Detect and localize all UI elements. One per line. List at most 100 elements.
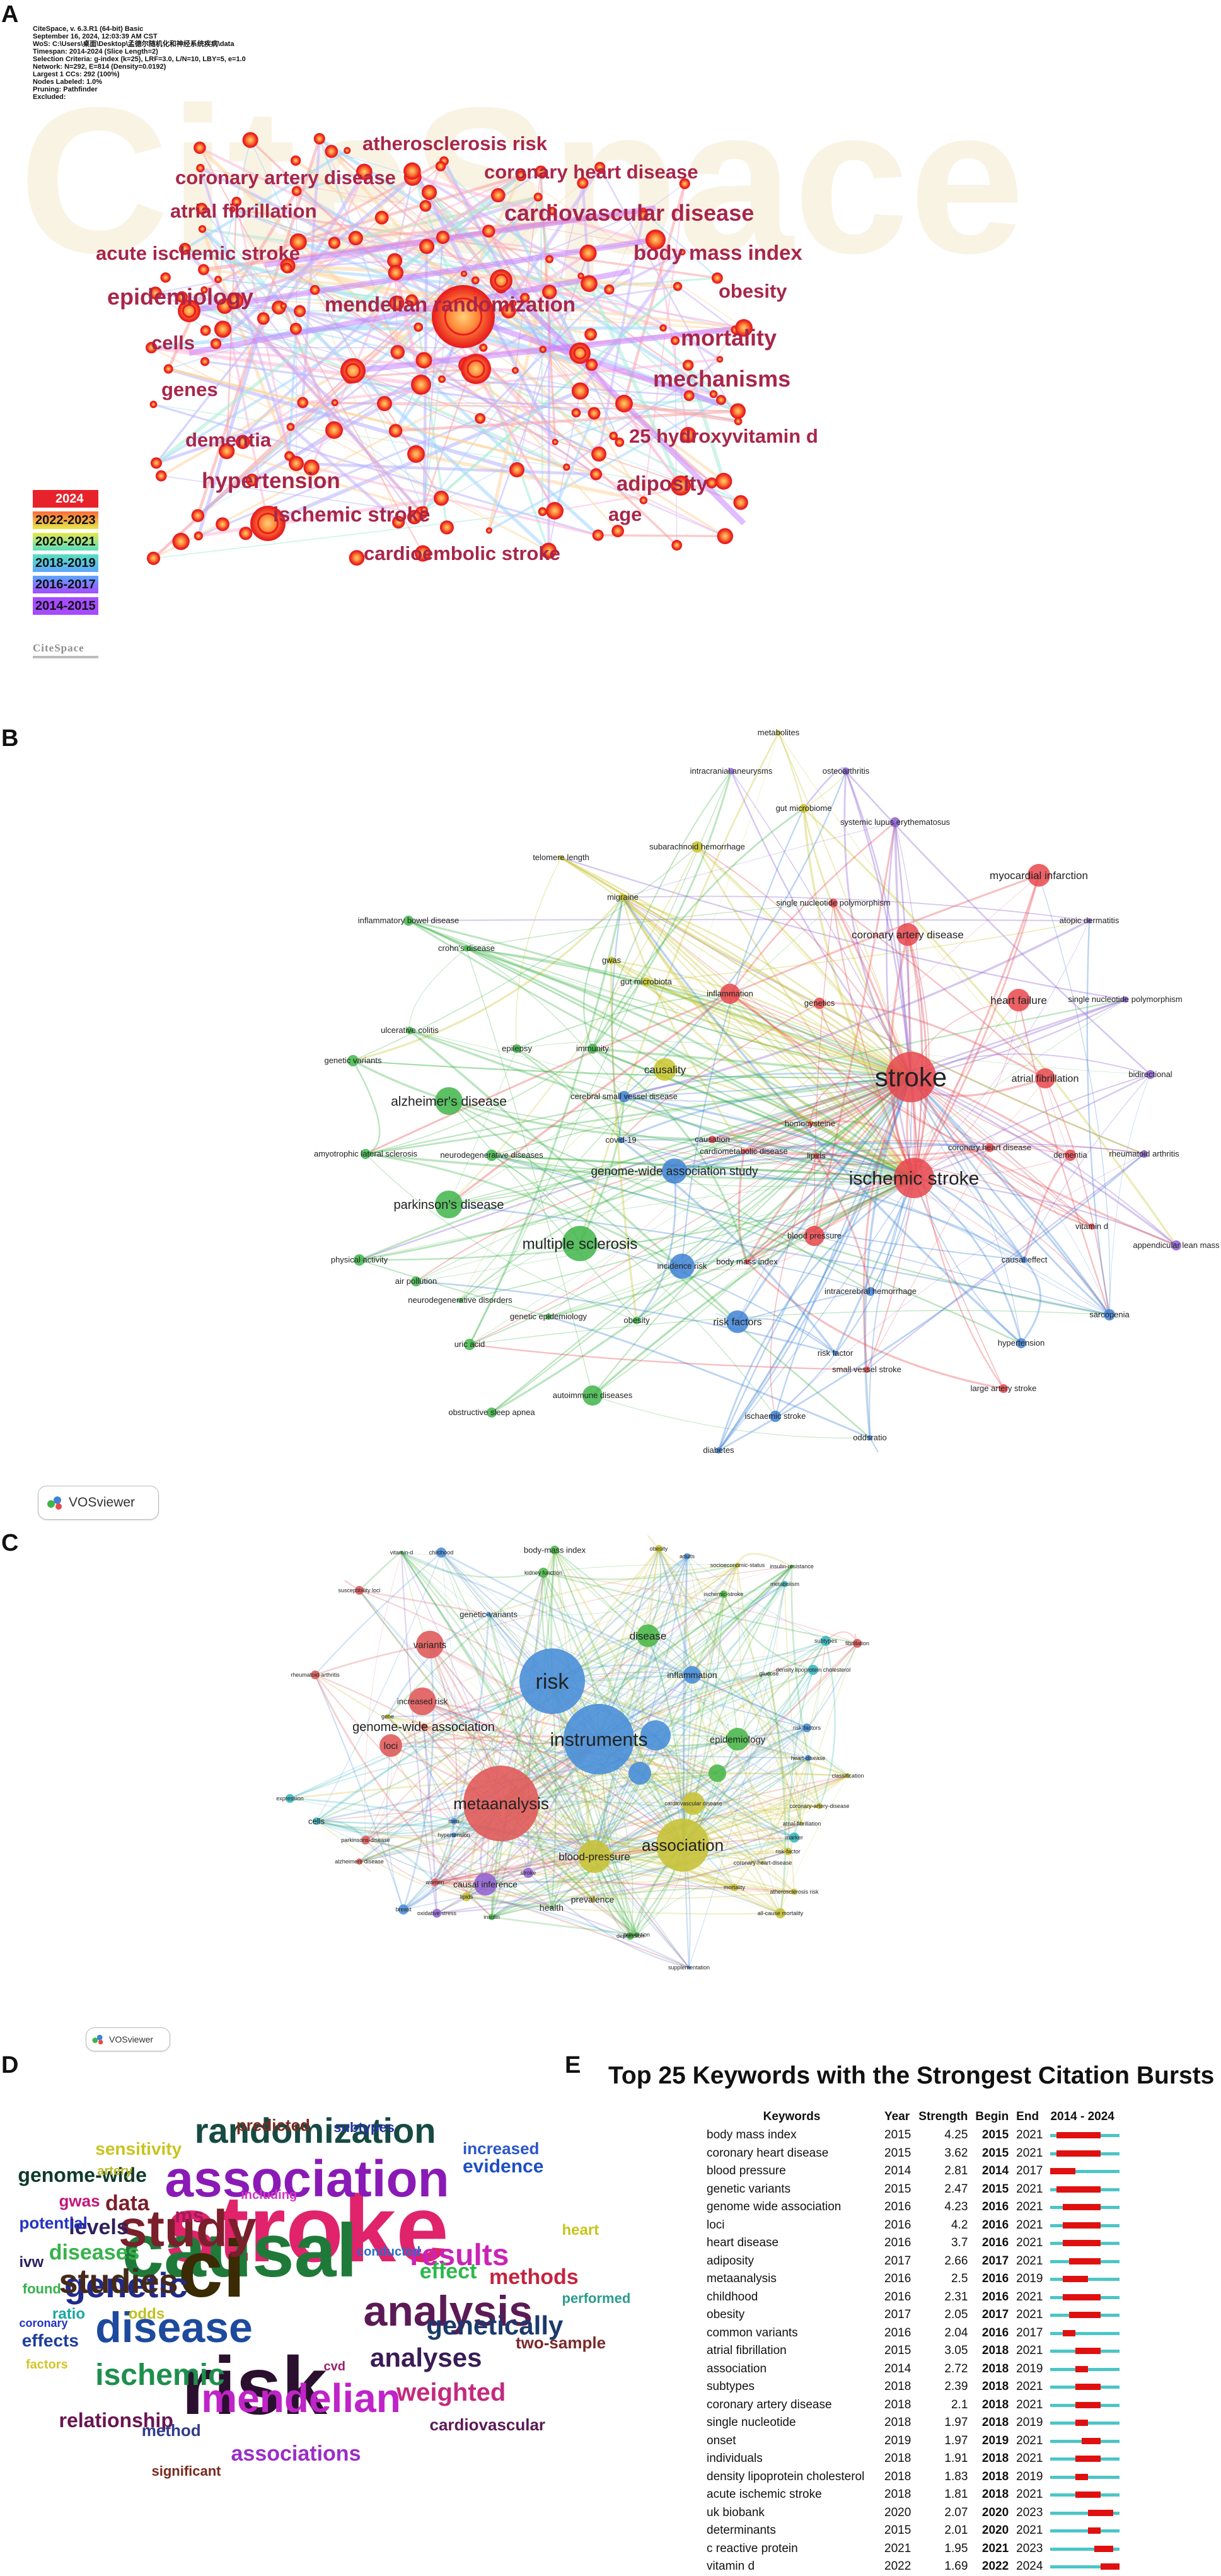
vosviewer-logo-c: VOSviewer	[86, 2027, 170, 2051]
burst-timeline	[1046, 2486, 1123, 2504]
vos-label: homocysteine	[785, 1119, 835, 1128]
vos-label: neurodegenerative disorders	[408, 1295, 512, 1305]
burst-end: 2017	[1012, 2324, 1046, 2343]
burst-year: 2015	[881, 2126, 915, 2145]
citespace-node	[325, 421, 343, 439]
burst-segment	[1056, 2150, 1101, 2157]
burst-strength: 4.23	[915, 2198, 971, 2217]
word-cloud-word: cardiovascular	[430, 2416, 546, 2433]
vos-label: coronary-artery-disease	[789, 1803, 849, 1809]
panel-label-d: D	[1, 2052, 18, 2079]
citespace-label: cells	[151, 332, 195, 354]
burst-timeline	[1046, 2540, 1123, 2558]
vos-label: large artery stroke	[971, 1384, 1037, 1393]
vos-label: covid-19	[605, 1135, 636, 1145]
burst-year: 2016	[881, 2288, 915, 2307]
vos-edge	[778, 733, 804, 808]
citespace-node	[479, 344, 487, 352]
legend-label: 2022-2023	[35, 513, 96, 528]
vos-label: atopic dermatitis	[1060, 916, 1120, 925]
burst-year: 2016	[881, 2270, 915, 2288]
vos-label: increased risk	[397, 1697, 448, 1706]
burst-begin: 2016	[971, 2324, 1012, 2343]
vos-edge	[1045, 1078, 1070, 1155]
vos-edge	[869, 1178, 914, 1438]
citespace-node	[420, 200, 432, 212]
burst-segment	[1063, 2204, 1101, 2210]
burst-segment	[1075, 2384, 1101, 2390]
vos-label: oddsratio	[853, 1433, 886, 1442]
vos-label: stroke	[521, 1870, 536, 1876]
burst-keyword: blood pressure	[703, 2162, 881, 2181]
vos-label: alzheimer's disease	[391, 1094, 507, 1109]
vos-edge	[552, 1908, 780, 1914]
citespace-node	[438, 375, 446, 383]
vos-label: vitamin-d	[390, 1549, 414, 1556]
burst-timeline-base	[1050, 2332, 1120, 2335]
burst-keyword: obesity	[703, 2306, 881, 2324]
citespace-node	[281, 303, 287, 310]
vos-label: parkinsons-disease	[341, 1837, 390, 1843]
burst-begin: 2017	[971, 2306, 1012, 2324]
burst-timeline	[1046, 2234, 1123, 2253]
citespace-node	[419, 239, 434, 254]
citespace-node	[340, 358, 366, 383]
citespace-label: atrial fibrillation	[170, 200, 317, 222]
burst-end: 2021	[1012, 2396, 1046, 2415]
vos-label: metaanalysis	[453, 1794, 549, 1813]
citespace-label: epidemiology	[107, 284, 253, 310]
citespace-label: coronary artery disease	[175, 166, 396, 189]
word-cloud-word: ischemic	[95, 2360, 224, 2391]
burst-year: 2014	[881, 2360, 915, 2379]
burst-end: 2024	[1012, 2558, 1046, 2576]
burst-keyword: single nucleotide	[703, 2414, 881, 2432]
citespace-node	[461, 354, 491, 384]
burst-year: 2018	[881, 2468, 915, 2486]
burst-begin: 2016	[971, 2288, 1012, 2307]
vos-label: ischemic-stroke	[704, 1591, 744, 1597]
burst-begin: 2018	[971, 2360, 1012, 2379]
citespace-node	[591, 446, 606, 462]
legend-label: 2018-2019	[35, 556, 96, 571]
vos-label: mortality	[724, 1884, 746, 1891]
vos-label: cells	[308, 1817, 325, 1826]
vosviewer-icon	[91, 2034, 105, 2045]
citespace-label: obesity	[719, 280, 787, 302]
citespace-node	[615, 395, 633, 412]
citespace-label: coronary heart disease	[484, 161, 698, 183]
burst-strength: 1.81	[915, 2486, 971, 2504]
vos-label: risk factor	[818, 1348, 854, 1358]
citespace-node	[291, 155, 301, 165]
col-end: End	[1012, 2107, 1046, 2126]
citespace-node	[389, 424, 403, 438]
vos-label: childhood	[429, 1549, 454, 1556]
burst-timeline	[1046, 2522, 1123, 2540]
citespace-node	[282, 263, 292, 274]
word-cloud-word: method	[142, 2422, 201, 2439]
vos-label: blood pressure	[787, 1231, 842, 1240]
citespace-label: hypertension	[202, 469, 340, 493]
word-cloud-word: methods	[489, 2266, 579, 2288]
burst-keyword: determinants	[703, 2522, 881, 2540]
word-cloud-word: studies	[59, 2264, 178, 2299]
legend-item: 2014-2015	[33, 597, 98, 615]
citespace-node	[673, 282, 682, 291]
burst-timeline	[1046, 2450, 1123, 2468]
citespace-node	[377, 396, 392, 411]
citespace-node	[593, 530, 604, 541]
word-cloud-word: diseases	[49, 2242, 140, 2263]
burst-timeline	[1046, 2396, 1123, 2415]
vos-label: insulin	[483, 1914, 500, 1920]
vos-label: alzheimers-disease	[335, 1858, 384, 1865]
burst-strength: 2.81	[915, 2162, 971, 2181]
vos-label: dementia	[1053, 1150, 1087, 1160]
citespace-node	[214, 320, 231, 337]
vos-label: lipids	[460, 1894, 473, 1900]
vos-label: vitamin d	[1075, 1221, 1108, 1231]
vos-label: adults	[680, 1553, 695, 1559]
col-year: Year	[881, 2107, 915, 2126]
word-cloud-word: two-sample	[516, 2334, 606, 2351]
burst-year: 2018	[881, 2396, 915, 2415]
